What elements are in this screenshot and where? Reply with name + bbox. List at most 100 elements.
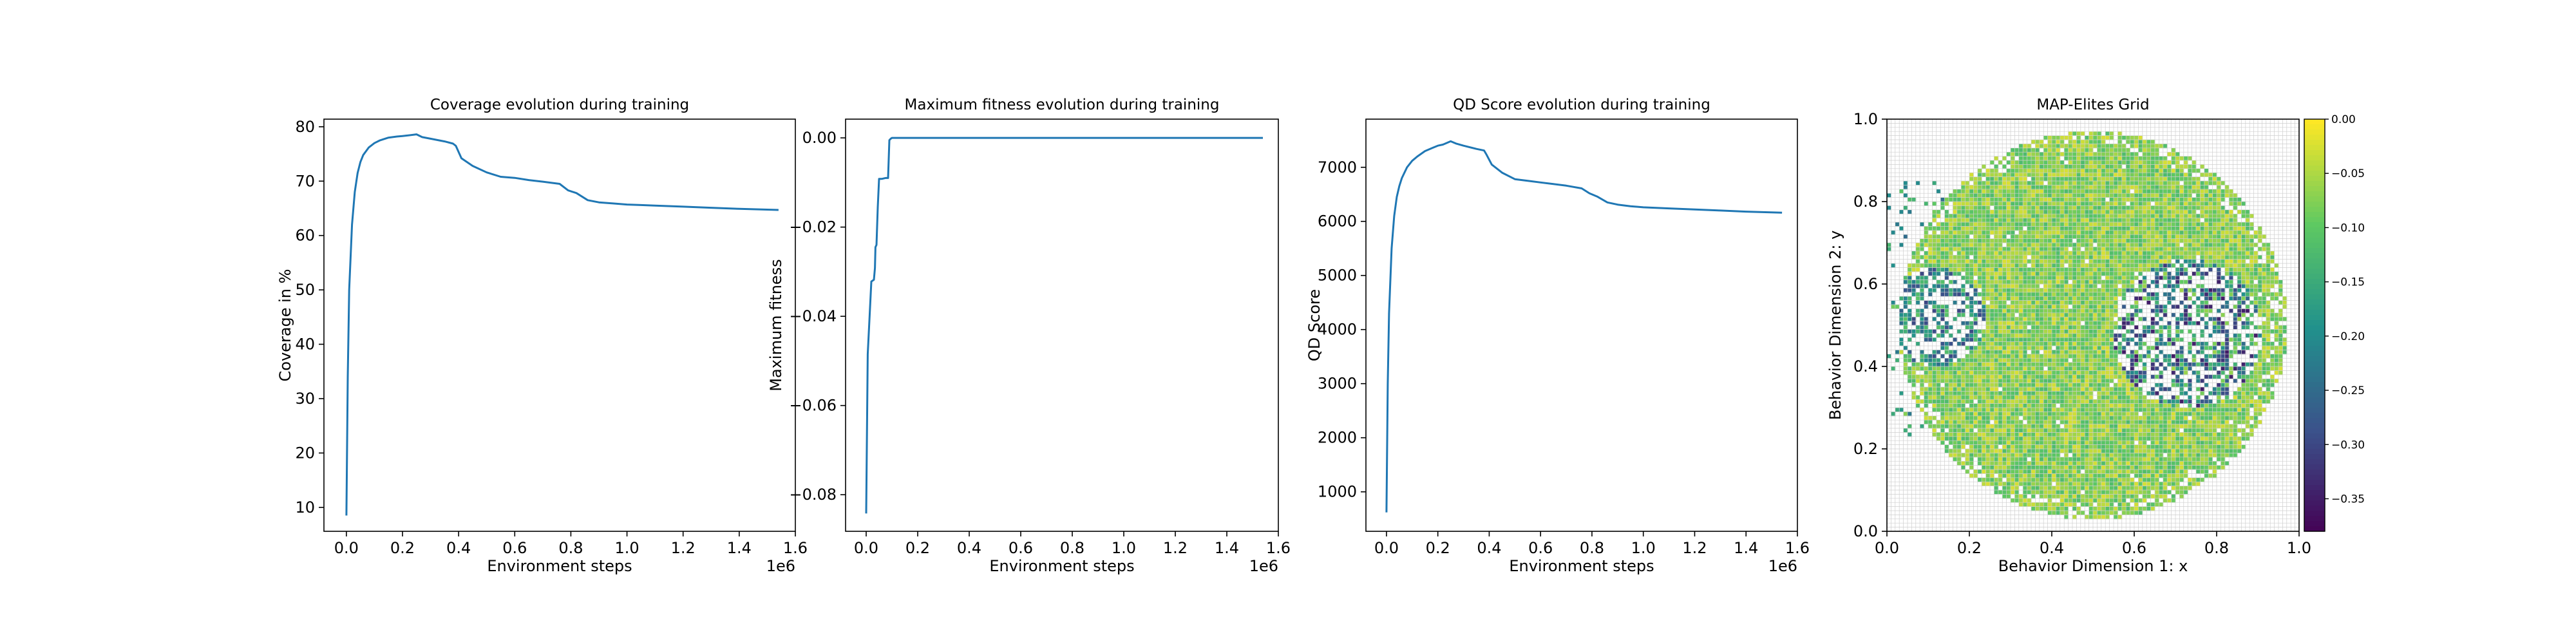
heatmap-cell bbox=[2080, 300, 2085, 305]
heatmap-cell bbox=[1969, 296, 1974, 301]
heatmap-cell bbox=[2002, 267, 2007, 272]
heatmap-cell bbox=[1908, 271, 1912, 276]
heatmap-cell bbox=[1973, 205, 1978, 211]
heatmap-cell bbox=[1908, 267, 1912, 272]
heatmap-cell bbox=[2085, 243, 2089, 247]
heatmap-cell bbox=[2142, 189, 2147, 194]
heatmap-cell bbox=[1973, 234, 1978, 239]
heatmap-cell bbox=[2076, 358, 2081, 363]
heatmap-cell bbox=[2011, 461, 2015, 466]
heatmap-cell bbox=[2167, 477, 2172, 482]
heatmap-cell bbox=[2138, 279, 2143, 285]
heatmap-cell bbox=[1961, 312, 1965, 317]
heatmap-cell bbox=[2039, 424, 2044, 429]
heatmap-cell bbox=[2011, 176, 2015, 182]
heatmap-cell bbox=[2159, 197, 2164, 202]
heatmap-cell bbox=[1915, 312, 1920, 317]
heatmap-cell bbox=[2072, 461, 2077, 466]
heatmap-cell bbox=[2159, 424, 2164, 429]
heatmap-cell bbox=[2043, 412, 2048, 417]
heatmap-cell bbox=[2121, 408, 2126, 412]
heatmap-cell bbox=[2031, 234, 2036, 239]
heatmap-cell bbox=[2097, 494, 2102, 499]
heatmap-cell bbox=[2056, 337, 2061, 342]
heatmap-cell bbox=[2117, 350, 2123, 355]
heatmap-cell bbox=[2117, 387, 2123, 392]
heatmap-cell bbox=[2031, 168, 2036, 173]
heatmap-cell bbox=[2039, 383, 2044, 388]
heatmap-cell bbox=[1982, 449, 1986, 453]
heatmap-cell bbox=[2052, 399, 2056, 404]
heatmap-cell bbox=[2121, 238, 2126, 243]
heatmap-cell bbox=[2126, 457, 2130, 462]
heatmap-cell bbox=[2101, 408, 2106, 412]
heatmap-cell bbox=[2031, 284, 2036, 289]
heatmap-cell bbox=[2076, 325, 2081, 330]
heatmap-cell bbox=[2117, 428, 2123, 433]
heatmap-cell bbox=[2105, 247, 2110, 252]
heatmap-cell bbox=[2097, 197, 2102, 202]
heatmap-cell bbox=[2167, 173, 2172, 177]
heatmap-cell bbox=[1895, 408, 1900, 412]
heatmap-cell bbox=[2097, 391, 2102, 396]
heatmap-cell bbox=[2126, 399, 2130, 404]
heatmap-cell bbox=[2088, 511, 2094, 515]
heatmap-cell bbox=[2159, 473, 2164, 478]
heatmap-cell bbox=[2109, 325, 2114, 330]
heatmap-cell bbox=[1956, 234, 1962, 239]
heatmap-cell bbox=[1998, 415, 2003, 421]
heatmap-cell bbox=[2006, 197, 2011, 202]
heatmap-cell bbox=[2138, 251, 2143, 256]
heatmap-cell bbox=[2171, 366, 2176, 371]
heatmap-cell bbox=[2159, 387, 2164, 392]
heatmap-cell bbox=[2163, 341, 2168, 346]
heatmap-cell bbox=[2101, 399, 2106, 404]
heatmap-cell bbox=[2072, 243, 2077, 247]
heatmap-cell bbox=[2121, 383, 2126, 388]
heatmap-cell bbox=[2039, 403, 2044, 408]
heatmap-cell bbox=[1985, 387, 1991, 392]
heatmap-cell bbox=[1994, 238, 1999, 243]
heatmap-cell bbox=[2130, 482, 2135, 486]
heatmap-cell bbox=[2052, 135, 2056, 140]
heatmap-cell bbox=[1998, 403, 2003, 408]
heatmap-cell bbox=[1936, 391, 1941, 396]
heatmap-cell bbox=[2179, 477, 2184, 482]
heatmap-cell bbox=[2039, 234, 2044, 239]
heatmap-cell bbox=[2011, 370, 2015, 375]
heatmap-cell bbox=[1915, 341, 1920, 346]
heatmap-cell bbox=[1973, 193, 1978, 198]
heatmap-cell bbox=[2052, 432, 2056, 437]
heatmap-cell bbox=[2072, 383, 2077, 388]
heatmap-cell bbox=[2068, 312, 2073, 317]
x-tick-label: 1.4 bbox=[727, 539, 752, 557]
heatmap-cell bbox=[2027, 461, 2032, 466]
heatmap-cell bbox=[1903, 329, 1908, 334]
heatmap-cell bbox=[2068, 209, 2073, 214]
heatmap-cell bbox=[2109, 317, 2114, 321]
heatmap-cell bbox=[2068, 428, 2073, 433]
heatmap-cell bbox=[1903, 296, 1908, 301]
heatmap-cell bbox=[2134, 350, 2139, 355]
heatmap-cell bbox=[1973, 366, 1978, 371]
heatmap-cell bbox=[2155, 276, 2159, 280]
heatmap-cell bbox=[2035, 354, 2040, 359]
heatmap-cell bbox=[1973, 395, 1978, 400]
heatmap-cell bbox=[2097, 461, 2102, 466]
heatmap-cell bbox=[2085, 308, 2089, 314]
heatmap-cell bbox=[2175, 329, 2180, 334]
heatmap-cell bbox=[2105, 490, 2110, 495]
heatmap-cell bbox=[2121, 181, 2126, 185]
heatmap-cell bbox=[2011, 152, 2015, 156]
heatmap-cell bbox=[2109, 292, 2114, 297]
heatmap-cell bbox=[2031, 412, 2036, 417]
heatmap-cell bbox=[2002, 234, 2007, 239]
heatmap-cell bbox=[2039, 189, 2044, 194]
heatmap-cell bbox=[2150, 469, 2155, 474]
heatmap-cell bbox=[1949, 197, 1953, 202]
heatmap-cell bbox=[1994, 205, 1999, 211]
heatmap-cell bbox=[2027, 308, 2032, 314]
heatmap-cell bbox=[2159, 218, 2164, 223]
heatmap-cell bbox=[2088, 259, 2094, 264]
x-tick-label: 1.4 bbox=[1734, 539, 1758, 557]
